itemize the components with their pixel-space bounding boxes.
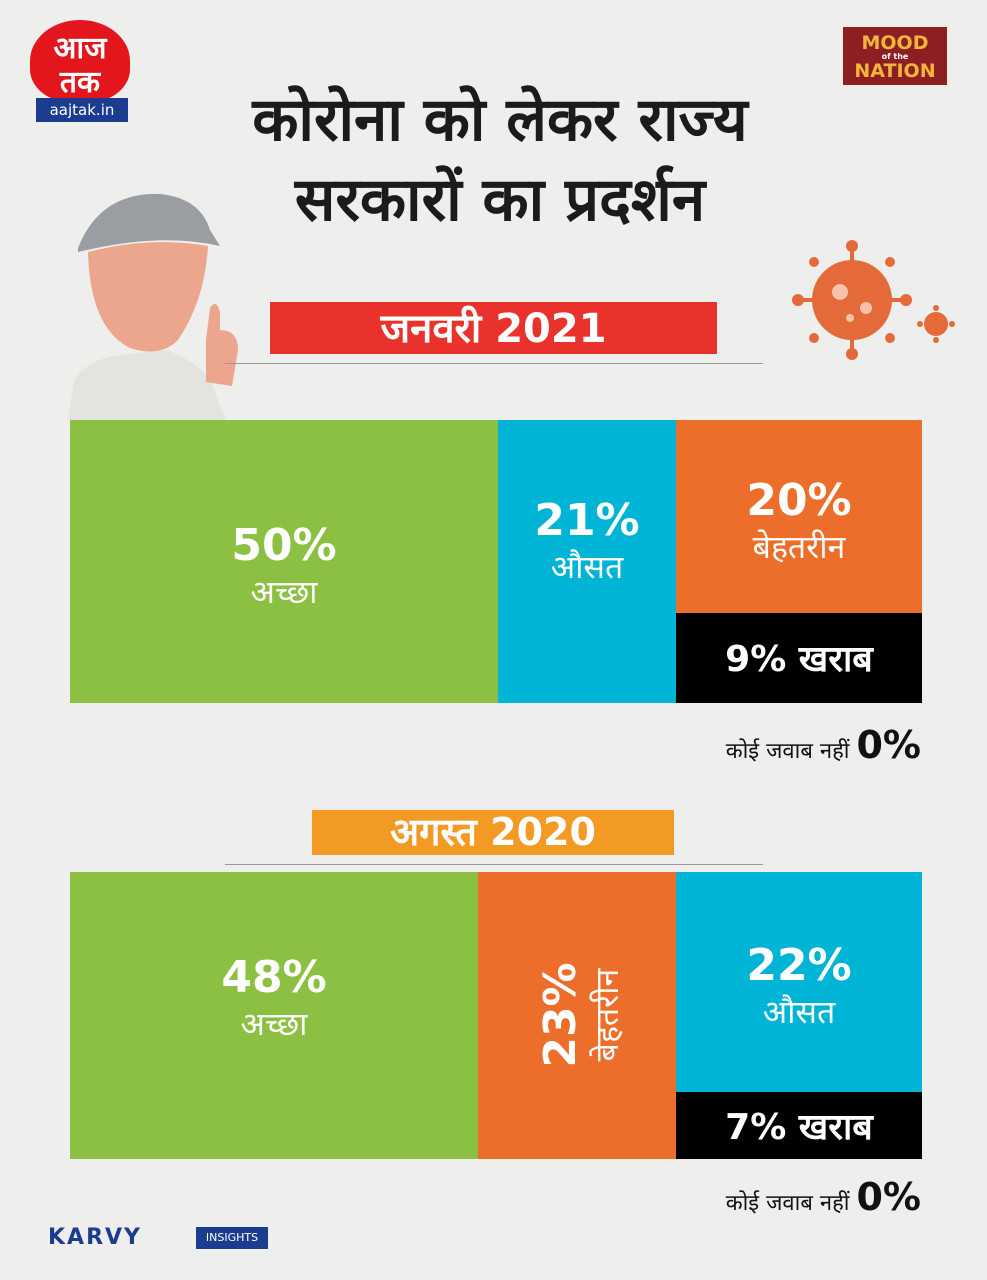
chart-aug-2020: 48% अच्छा 23% बेहतरीन 22% औसत 7% खराब [70, 872, 922, 1159]
title-line1: कोरोना को लेकर राज्य [252, 85, 748, 155]
label-average-jan-pct: 21% [534, 495, 640, 546]
label-excellent-jan-cat: बेहतरीन [752, 528, 846, 566]
label-bad-aug: 7% खराब [725, 1107, 873, 1148]
label-excellent-jan: 20% बेहतरीन [676, 475, 922, 567]
badge-line2: NATION [854, 60, 936, 82]
logo-badge [30, 20, 130, 102]
label-average-jan: 21% औसत [498, 495, 676, 587]
virus-decoration [792, 240, 955, 360]
label-good-jan: 50% अच्छा [70, 520, 498, 612]
label-excellent-aug-cat: बेहतरीन [588, 968, 626, 1062]
section-header-jan-2021: जनवरी 2021 [270, 302, 717, 354]
source-tag: INSIGHTS [196, 1227, 268, 1249]
karvy-insights-logo: KARVY INSIGHTS [48, 1225, 268, 1251]
face-shape [88, 242, 208, 352]
label-excellent-aug: 23% बेहतरीन [478, 925, 676, 1105]
divider [225, 363, 763, 364]
person-illustration [68, 193, 238, 420]
label-average-aug-cat: औसत [762, 993, 836, 1031]
badge-line1: MOOD [861, 32, 929, 54]
label-average-aug: 22% औसत [676, 940, 922, 1032]
bar-average-jan [498, 420, 676, 703]
no-response-aug-value: 0% [856, 1175, 921, 1219]
label-good-aug-cat: अच्छा [240, 1005, 308, 1043]
no-response-jan: कोई जवाब नहीं 0% [726, 723, 921, 767]
bar-average-aug [676, 872, 922, 1092]
bar-excellent-jan [676, 420, 922, 613]
bar-bad-aug [676, 1092, 922, 1159]
bar-bad-jan [676, 613, 922, 703]
page-title: कोरोना को लेकर राज्य सरकारों का प्रदर्शन [140, 80, 860, 240]
bar-good-jan [70, 420, 498, 703]
virus-small-icon [917, 305, 955, 343]
label-bad-jan: 9% खराब [725, 639, 873, 680]
label-good-jan-pct: 50% [231, 520, 337, 571]
chart-jan-2021: 50% अच्छा 21% औसत 20% बेहतरीन 9% खराब [70, 420, 922, 703]
aajtak-logo: आज तक aajtak.in [30, 20, 135, 125]
no-response-jan-label: कोई जवाब नहीं [725, 739, 850, 764]
shirt-shape [68, 350, 226, 420]
title-line2: सरकारों का प्रदर्शन [294, 165, 706, 235]
cap-icon [78, 193, 220, 252]
label-average-aug-pct: 22% [746, 940, 852, 991]
logo-url: aajtak.in [36, 98, 128, 122]
hand-shape [206, 303, 238, 386]
label-excellent-jan-pct: 20% [746, 475, 852, 526]
label-excellent-aug-pct: 23% [535, 962, 586, 1068]
source-name: KARVY [48, 1225, 142, 1250]
virus-large-icon [792, 240, 912, 360]
label-good-jan-cat: अच्छा [250, 573, 318, 611]
label-good-aug: 48% अच्छा [70, 952, 478, 1044]
badge-small: of the [881, 52, 909, 61]
no-response-jan-value: 0% [856, 723, 921, 767]
no-response-aug: कोई जवाब नहीं 0% [726, 1175, 921, 1219]
bar-good-aug [70, 872, 478, 1159]
divider [225, 864, 763, 865]
label-average-jan-cat: औसत [550, 548, 624, 586]
logo-text: आज तक [53, 31, 107, 100]
no-response-aug-label: कोई जवाब नहीं [725, 1191, 850, 1216]
section-header-aug-2020: अगस्त 2020 [312, 810, 674, 855]
mood-of-the-nation-badge: MOOD of the NATION [843, 27, 947, 85]
bar-excellent-aug [478, 872, 676, 1159]
label-good-aug-pct: 48% [221, 952, 327, 1003]
